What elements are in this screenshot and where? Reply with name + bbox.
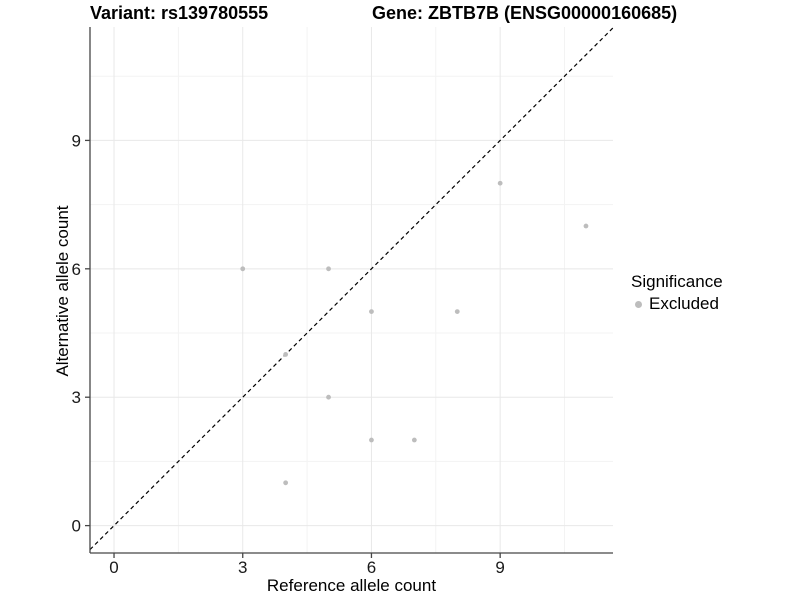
identity-line bbox=[89, 27, 614, 551]
data-point bbox=[369, 437, 374, 443]
plot-title-variant: Variant: rs139780555 bbox=[90, 3, 269, 23]
x-tick-label: 9 bbox=[495, 558, 504, 577]
data-point bbox=[369, 309, 374, 315]
x-tick-label: 3 bbox=[238, 558, 247, 577]
data-point bbox=[411, 437, 417, 443]
data-point bbox=[326, 266, 331, 272]
data-point bbox=[454, 309, 460, 315]
data-point bbox=[583, 223, 589, 229]
x-axis-title: Reference allele count bbox=[266, 576, 437, 595]
x-tick-label: 6 bbox=[367, 558, 376, 577]
x-tick-label: 0 bbox=[109, 558, 118, 577]
data-point bbox=[326, 394, 331, 400]
y-tick-label: 0 bbox=[72, 517, 81, 536]
y-tick-label: 6 bbox=[72, 260, 81, 279]
y-tick-label: 9 bbox=[72, 131, 81, 150]
legend-title: Significance bbox=[631, 272, 723, 291]
legend-point-icon bbox=[635, 300, 642, 308]
legend: Significance Excluded bbox=[631, 272, 723, 314]
y-tick-label: 3 bbox=[72, 388, 81, 407]
legend-item-excluded: Excluded bbox=[631, 294, 723, 314]
data-point bbox=[283, 480, 289, 486]
data-point bbox=[497, 180, 503, 186]
data-point bbox=[240, 266, 246, 272]
plot-title-gene: Gene: ZBTB7B (ENSG00000160685) bbox=[372, 3, 678, 23]
data-point bbox=[283, 352, 289, 357]
y-axis-title: Alternative allele count bbox=[53, 205, 72, 377]
legend-item-label: Excluded bbox=[649, 294, 719, 313]
